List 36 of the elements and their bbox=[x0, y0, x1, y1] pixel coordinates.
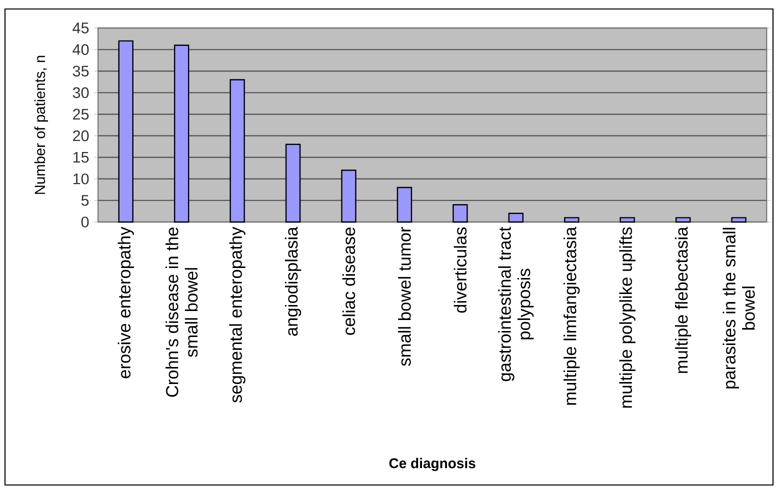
bar bbox=[620, 217, 635, 223]
x-tick-label: celiac disease bbox=[342, 228, 356, 335]
x-tick-label: erosive enteropathy bbox=[118, 226, 134, 378]
x-tick-label: angiodisplasia bbox=[284, 226, 302, 336]
y-tick-label: 35 bbox=[72, 66, 89, 77]
y-tick-label: 20 bbox=[73, 130, 89, 142]
bar bbox=[564, 217, 580, 223]
bar bbox=[230, 79, 245, 223]
bar bbox=[731, 217, 746, 223]
bar bbox=[396, 186, 412, 223]
bar bbox=[285, 144, 301, 223]
y-tick-label: 45 bbox=[72, 22, 89, 34]
y-tick-label: 30 bbox=[72, 87, 89, 98]
x-tick-label: parasites in the small bowel bbox=[722, 228, 755, 388]
y-tick-label: 10 bbox=[73, 173, 89, 184]
x-tick-label: multiple polyplike uplifts bbox=[619, 227, 636, 408]
x-tick-label: small bowel tumor bbox=[398, 227, 411, 366]
x-tick-label: gastrointestinal tract polyposis bbox=[498, 226, 534, 382]
bar bbox=[508, 212, 524, 223]
x-tick-label: multiple limfangiectasia bbox=[564, 226, 580, 405]
bar bbox=[675, 217, 691, 223]
y-tick-label: 40 bbox=[72, 44, 89, 55]
y-tick-label: 5 bbox=[81, 195, 89, 206]
bar bbox=[452, 204, 468, 223]
x-tick-label: segmental enteropathy bbox=[229, 226, 246, 403]
bar bbox=[341, 170, 356, 223]
x-tick-label: multiple flebectasia bbox=[674, 226, 692, 373]
bar bbox=[174, 44, 190, 223]
y-axis-title: Number of patients, n bbox=[34, 56, 48, 194]
y-tick-label: 0 bbox=[81, 216, 89, 228]
y-tick-label: 25 bbox=[73, 108, 89, 120]
y-tick-label: 15 bbox=[73, 152, 89, 163]
x-axis-title: Ce diagnosis bbox=[389, 458, 476, 472]
bar bbox=[118, 40, 134, 223]
x-tick-label: Crohn's disease in the small bowel bbox=[166, 228, 198, 397]
x-tick-label: diverticulas bbox=[454, 227, 467, 313]
